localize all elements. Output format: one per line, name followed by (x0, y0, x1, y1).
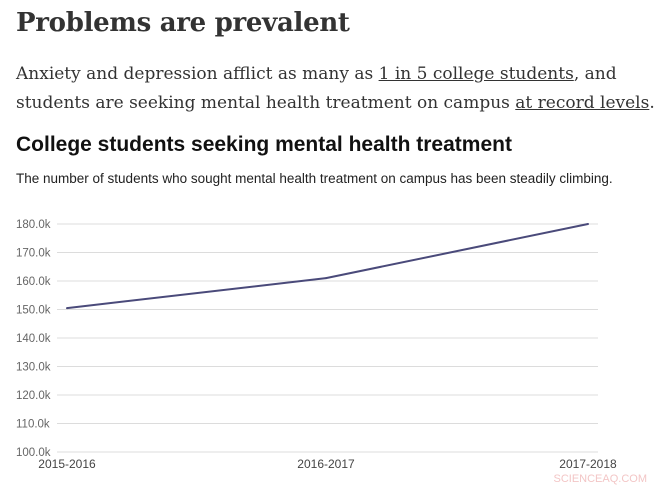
link-record-levels[interactable]: at record levels (515, 93, 650, 113)
chart-subtitle: The number of students who sought mental… (16, 171, 613, 186)
x-tick-label: 2016-2017 (297, 457, 355, 471)
y-tick-label: 160.0k (16, 276, 51, 288)
data-point (66, 307, 68, 310)
series-line (66, 223, 589, 310)
link-1-in-5[interactable]: 1 in 5 college students (378, 64, 574, 84)
chart-title: College students seeking mental health t… (16, 133, 512, 156)
intro-text: . (649, 93, 655, 113)
y-tick-label: 100.0k (16, 447, 51, 459)
y-tick-label: 140.0k (16, 333, 51, 345)
x-tick-label: 2017-2018 (559, 457, 617, 471)
x-tick-label: 2015-2016 (38, 457, 96, 471)
y-tick-label: 170.0k (16, 248, 51, 260)
y-tick-label: 150.0k (16, 305, 51, 317)
y-tick-label: 110.0k (16, 419, 50, 431)
watermark: SCIENCEAQ.COM (553, 473, 647, 485)
data-point (325, 277, 327, 280)
y-tick-label: 120.0k (16, 390, 51, 402)
intro-paragraph: Anxiety and depression afflict as many a… (16, 60, 656, 118)
y-tick-label: 130.0k (16, 362, 51, 374)
intro-text: Anxiety and depression afflict as many a… (16, 64, 379, 84)
section-heading: Problems are prevalent (16, 8, 350, 38)
intro-text: , and students are seeking mental health… (16, 64, 617, 113)
data-point (587, 223, 589, 225)
y-tick-label: 180.0k (16, 219, 51, 231)
